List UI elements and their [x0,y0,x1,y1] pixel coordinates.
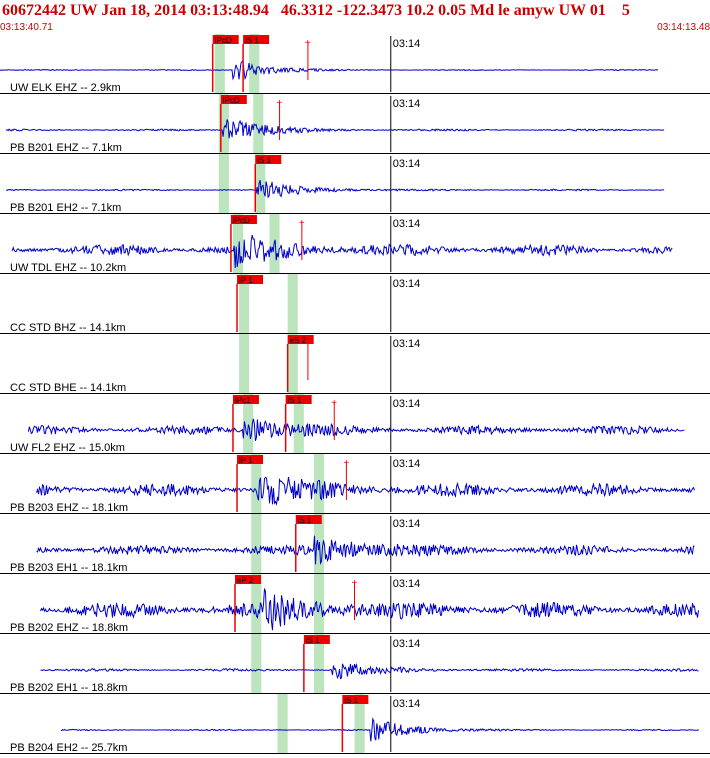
analysis-window [239,334,250,394]
analysis-window [293,394,304,454]
analysis-window [251,514,262,574]
phase-pick-box[interactable] [220,95,247,104]
analysis-window [249,34,260,94]
time-tick-label: 03:14 [393,518,421,530]
waveform-trace [11,234,673,269]
station-label: PB B204 EH2 -- 25.7km [10,742,127,754]
phase-pick-label: iS 1 [344,696,358,705]
marker-plus: + [331,398,337,409]
analysis-window [253,94,264,154]
station-label: PB B203 EHZ -- 18.1km [10,502,128,514]
phase-pick-box[interactable] [342,695,369,704]
time-tick-label: 03:14 [393,638,421,650]
phase-pick-box[interactable] [237,275,264,284]
waveform-trace [40,662,699,680]
station-label: PB B203 EH1 -- 18.1km [10,562,127,574]
analysis-window [287,334,298,394]
time-tick-label: 03:14 [393,458,421,470]
analysis-window [251,574,262,634]
phase-pick-label: iPc1 [235,396,251,405]
phase-pick-box[interactable] [230,215,257,224]
analysis-window [313,574,325,634]
phase-pick-box[interactable] [303,635,330,644]
marker-plus: + [305,38,311,49]
marker-plus: + [299,218,305,229]
phase-pick-box[interactable] [243,35,270,44]
waveform-trace [27,418,685,441]
analysis-window [251,634,262,694]
phase-pick-label: iS 1 [288,396,302,405]
waveform-trace [36,476,695,506]
analysis-window [251,454,262,514]
phase-pick-label: iPcD [215,36,232,45]
station-label: PB B201 EHZ -- 7.1km [10,142,122,154]
phase-pick-box[interactable] [234,575,261,584]
event-header: 60672442 UW Jan 18, 2014 03:13:48.94 46.… [2,2,630,19]
phase-pick-label: eS 2 [290,336,307,345]
analysis-window [313,634,325,694]
waveform-trace [36,535,695,565]
analysis-window [239,274,250,334]
analysis-window [218,154,229,214]
time-tick-label: 03:14 [393,338,421,350]
phase-pick-box[interactable] [237,455,264,464]
phase-pick-label: iS 1 [306,636,320,645]
phase-pick-box[interactable] [287,335,314,344]
analysis-window [232,214,244,274]
analysis-window [354,694,365,754]
station-label: PB B202 EH1 -- 18.8km [10,682,127,694]
window-start-time: 03:13:40.71 [0,22,53,33]
station-label: UW TDL EHZ -- 10.2km [10,262,126,274]
phase-pick-label: iPcD [223,96,240,105]
time-tick-label: 03:14 [393,398,421,410]
phase-pick-box[interactable] [212,35,239,44]
marker-plus: + [343,458,349,469]
phase-pick-label: iS 1 [257,156,271,165]
time-tick-label: 03:14 [393,38,421,50]
analysis-window [287,274,298,334]
station-label: PB B202 EHZ -- 18.8km [10,622,128,634]
time-tick-label: 03:14 [393,158,421,170]
analysis-window [277,694,288,754]
phase-pick-label: iP 1 [239,456,253,465]
phase-pick-box[interactable] [232,395,259,404]
phase-pick-label: iS 1 [298,516,312,525]
time-tick-label: 03:14 [393,218,421,230]
analysis-window [313,454,325,514]
phase-pick-label: eP 2 [237,576,254,585]
station-label: PB B201 EH2 -- 7.1km [10,202,121,214]
time-tick-label: 03:14 [393,98,421,110]
phase-pick-box[interactable] [295,515,322,524]
phase-pick-box[interactable] [255,155,282,164]
seismogram-panel[interactable]: 03:14 iPcD iS 1 + UW ELK EHZ -- 2.9km 03:14 iP… [0,34,710,758]
waveform-trace [40,588,699,631]
station-label: UW FL2 EHZ -- 15.0km [10,442,125,454]
waveform-trace [5,119,665,139]
analysis-window [214,34,225,94]
phase-pick-label: iP 1 [239,276,253,285]
station-label: UW ELK EHZ -- 2.9km [10,82,121,94]
time-tick-label: 03:14 [393,578,421,590]
station-label: CC STD BHZ -- 14.1km [10,322,126,334]
window-end-time: 03:14:13.48 [657,22,710,33]
time-tick-label: 03:14 [393,698,421,710]
waveform-trace [6,179,665,199]
time-tick-label: 03:14 [393,278,421,290]
phase-pick-label: iS 1 [245,36,259,45]
waveform-trace [60,717,699,742]
analysis-window [218,94,229,154]
marker-plus: + [277,98,283,109]
phase-pick-label: iPcD [233,216,250,225]
analysis-window [243,394,254,454]
phase-pick-box[interactable] [285,395,312,404]
station-label: CC STD BHE -- 14.1km [10,382,126,394]
marker-plus: + [305,338,311,349]
marker-plus: + [352,578,358,589]
waveform-trace [0,59,658,81]
